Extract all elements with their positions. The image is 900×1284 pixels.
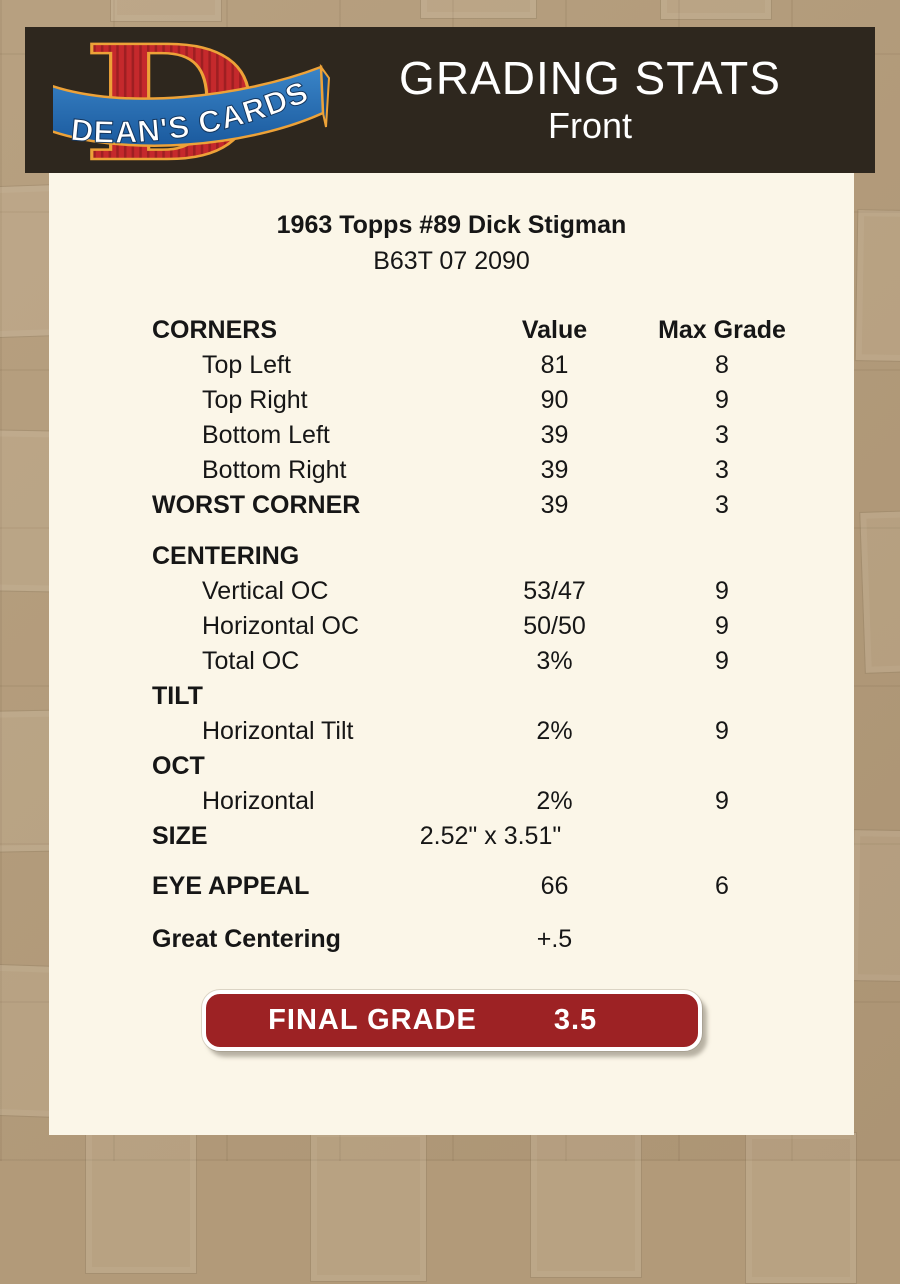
row-max: 8 [715, 351, 729, 379]
column-header-value: Value [521, 316, 588, 344]
row-value: 66 [540, 872, 569, 900]
row-max: 9 [715, 647, 729, 675]
header-titles: GRADING STATS Front [345, 27, 835, 173]
ghost-card [110, 0, 222, 22]
table-row-worst-corner: WORST CORNER 39 3 [152, 488, 797, 523]
card-code: B63T 07 2090 [373, 247, 530, 275]
page-subtitle: Front [547, 105, 633, 146]
ghost-card [85, 1122, 197, 1274]
row-label: WORST CORNER [152, 491, 361, 519]
row-label: Horizontal [202, 787, 315, 815]
row-spacer [152, 854, 797, 869]
row-value: 53/47 [523, 577, 586, 605]
ghost-card [530, 1126, 642, 1278]
section-label-size: SIZE [152, 822, 208, 850]
ghost-card [850, 829, 900, 983]
row-label: Top Left [202, 351, 291, 379]
row-value: 39 [540, 456, 569, 484]
section-label-oct: OCT [152, 752, 205, 780]
table-row-top-left: Top Left 81 8 [152, 348, 797, 383]
ghost-card [660, 0, 772, 20]
final-grade-label: FINAL GRADE [268, 1004, 477, 1036]
row-max: 9 [715, 612, 729, 640]
row-max: 3 [715, 456, 729, 484]
final-grade-value: 3.5 [553, 1004, 598, 1036]
row-value: 39 [540, 421, 569, 449]
row-value: 2% [536, 787, 573, 815]
final-grade-badge: FINAL GRADE 3.5 [201, 990, 702, 1051]
page-title: GRADING STATS [399, 52, 781, 104]
row-label: Horizontal OC [202, 612, 359, 640]
deans-cards-logo: D DEAN'S CARDS [38, 10, 331, 198]
table-row-horizontal: Horizontal 2% 9 [152, 784, 797, 819]
row-label: Total OC [202, 647, 300, 675]
table-row-bottom-right: Bottom Right 39 3 [152, 453, 797, 488]
table-row-centering: CENTERING [152, 539, 797, 574]
table-row-horizontal-tilt: Horizontal Tilt 2% 9 [152, 714, 797, 749]
row-max: 6 [715, 872, 729, 900]
table-row-top-right: Top Right 90 9 [152, 383, 797, 418]
row-value: 39 [540, 491, 569, 519]
row-value: 50/50 [523, 612, 586, 640]
header-bar: D DEAN'S CARDS GRADING STATS Front [25, 10, 875, 198]
deans-cards-logo-art: D DEAN'S CARDS [38, 10, 331, 198]
row-max: 9 [715, 386, 729, 414]
column-header-max-grade: Max Grade [658, 316, 786, 344]
row-max: 9 [715, 787, 729, 815]
row-value: 90 [540, 386, 569, 414]
ghost-card [854, 209, 900, 363]
ghost-card [745, 1132, 857, 1284]
row-value: 3% [536, 647, 573, 675]
section-label-tilt: TILT [152, 682, 203, 710]
section-label-corners: CORNERS [152, 316, 278, 344]
row-label: EYE APPEAL [152, 872, 310, 900]
size-value: 2.52" x 3.51" [419, 822, 562, 850]
row-max: 9 [715, 717, 729, 745]
table-row-oct: OCT [152, 749, 797, 784]
row-max: 9 [715, 577, 729, 605]
table-row-eye-appeal: EYE APPEAL 66 6 [152, 869, 797, 904]
ribbon-banner [47, 65, 325, 147]
table-row-horizontal-oc: Horizontal OC 50/50 9 [152, 609, 797, 644]
row-max: 3 [715, 491, 729, 519]
table-row-size: SIZE 2.52" x 3.51" [152, 819, 797, 854]
table-row-great-centering: Great Centering +.5 [152, 922, 797, 957]
row-value: +.5 [536, 925, 573, 953]
row-label: Horizontal Tilt [202, 717, 354, 745]
row-max: 3 [715, 421, 729, 449]
row-value: 81 [540, 351, 569, 379]
row-label: Top Right [202, 386, 308, 414]
table-row-total-oc: Total OC 3% 9 [152, 644, 797, 679]
row-spacer [152, 904, 797, 922]
row-label: Great Centering [152, 925, 341, 953]
card-title: 1963 Topps #89 Dick Stigman [276, 211, 627, 239]
table-row-tilt: TILT [152, 679, 797, 714]
ghost-card [420, 0, 537, 19]
ghost-card [859, 508, 900, 674]
ghost-card [310, 1130, 427, 1282]
row-label: Bottom Right [202, 456, 347, 484]
row-label: Bottom Left [202, 421, 330, 449]
row-value: 2% [536, 717, 573, 745]
grading-table: CORNERS Value Max Grade Top Left 81 8 To… [152, 313, 797, 957]
row-spacer [152, 523, 797, 539]
table-header-row: CORNERS Value Max Grade [152, 313, 797, 348]
table-row-bottom-left: Bottom Left 39 3 [152, 418, 797, 453]
section-label-centering: CENTERING [152, 542, 300, 570]
content-panel: 1963 Topps #89 Dick Stigman B63T 07 2090… [49, 173, 854, 1135]
row-label: Vertical OC [202, 577, 329, 605]
table-row-vertical-oc: Vertical OC 53/47 9 [152, 574, 797, 609]
